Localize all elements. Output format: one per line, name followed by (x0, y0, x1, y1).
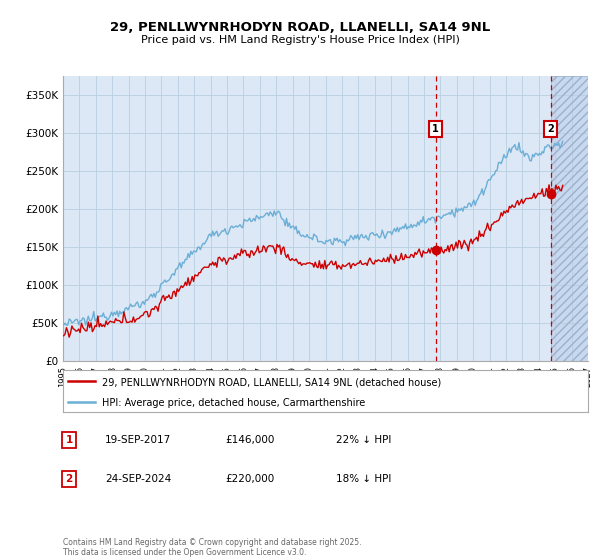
Text: 2: 2 (547, 124, 554, 134)
Text: 22% ↓ HPI: 22% ↓ HPI (336, 435, 391, 445)
Bar (551, 76, 588, 361)
Text: 29, PENLLWYNRHODYN ROAD, LLANELLI, SA14 9NL: 29, PENLLWYNRHODYN ROAD, LLANELLI, SA14 … (110, 21, 490, 34)
Text: HPI: Average price, detached house, Carmarthenshire: HPI: Average price, detached house, Carm… (103, 398, 365, 408)
Text: 29, PENLLWYNRHODYN ROAD, LLANELLI, SA14 9NL (detached house): 29, PENLLWYNRHODYN ROAD, LLANELLI, SA14 … (103, 377, 442, 387)
Text: 1: 1 (65, 435, 73, 445)
Text: Price paid vs. HM Land Registry's House Price Index (HPI): Price paid vs. HM Land Registry's House … (140, 35, 460, 45)
Text: 18% ↓ HPI: 18% ↓ HPI (336, 474, 391, 484)
Text: Contains HM Land Registry data © Crown copyright and database right 2025.
This d: Contains HM Land Registry data © Crown c… (63, 538, 361, 557)
Text: 19-SEP-2017: 19-SEP-2017 (105, 435, 171, 445)
Text: 2: 2 (65, 474, 73, 484)
Text: 1: 1 (433, 124, 439, 134)
Text: 24-SEP-2024: 24-SEP-2024 (105, 474, 171, 484)
Bar (551, 76, 588, 361)
Text: £220,000: £220,000 (225, 474, 274, 484)
Text: £146,000: £146,000 (225, 435, 274, 445)
